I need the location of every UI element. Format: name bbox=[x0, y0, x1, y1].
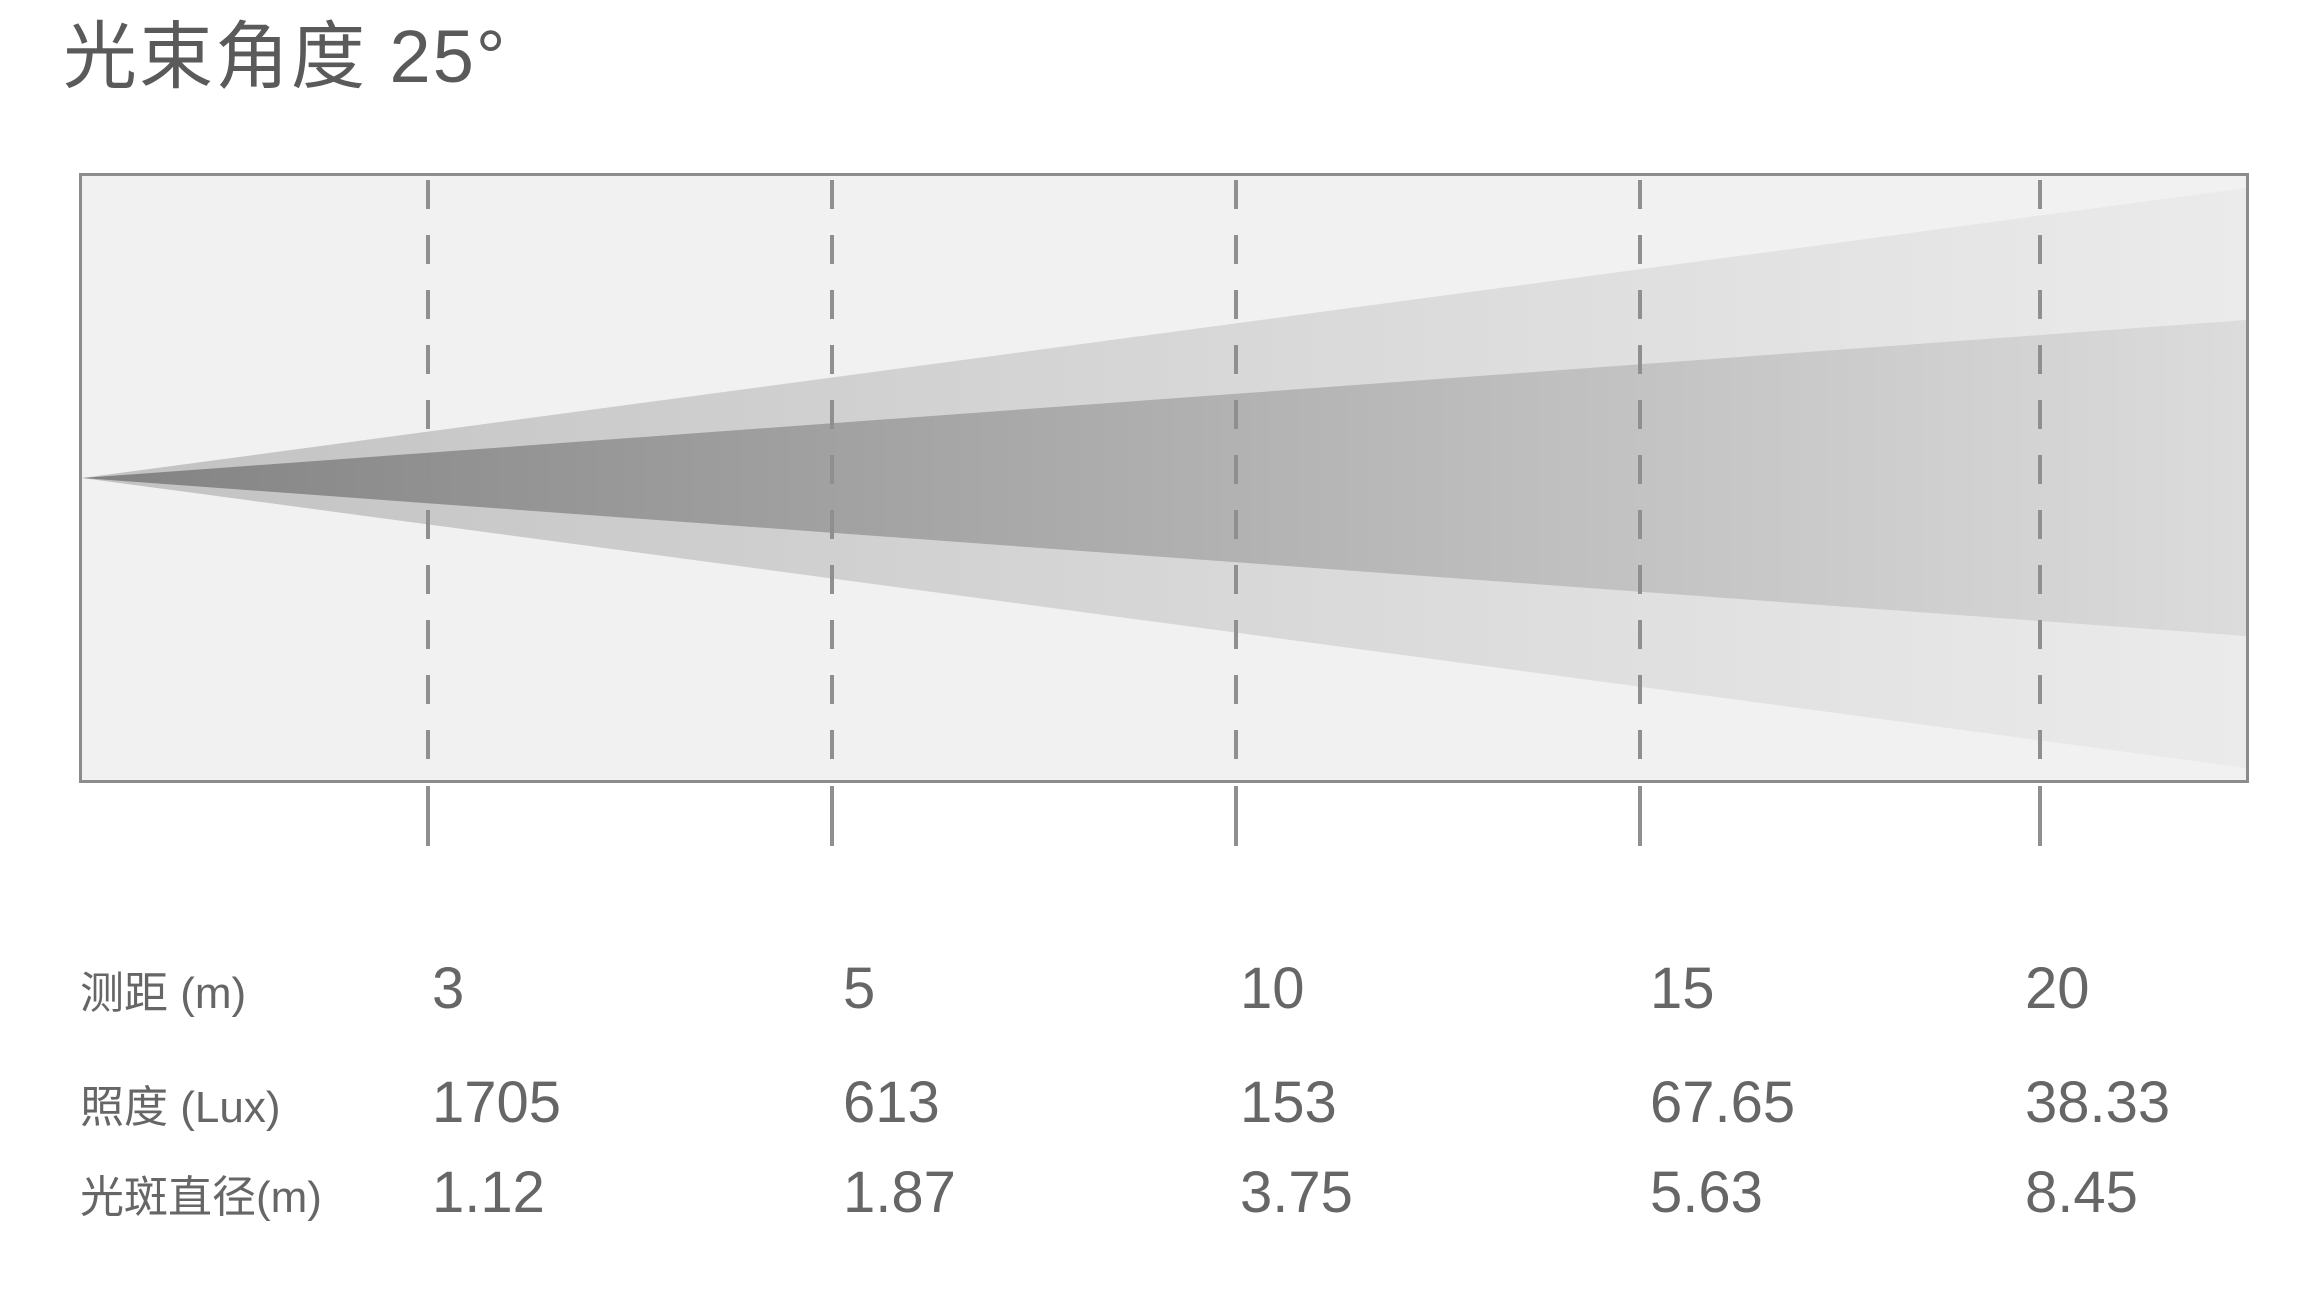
illuminance-value-5: 38.33 bbox=[2025, 1070, 2171, 1135]
table-row-spot-diameter: 1.12 1.87 3.75 5.63 8.45 bbox=[0, 1164, 2306, 1236]
row-label-distance: 测距 (m) bbox=[80, 969, 247, 1018]
distance-value-5: 20 bbox=[2025, 956, 2090, 1021]
distance-marker-line-15m bbox=[1638, 180, 1642, 780]
illuminance-value-4: 67.65 bbox=[1650, 1070, 1796, 1135]
table-row-illuminance: 1705 613 153 67.65 38.33 bbox=[0, 1074, 2306, 1146]
distance-marker-stub-20m bbox=[2038, 786, 2042, 846]
illuminance-value-3: 153 bbox=[1240, 1070, 1337, 1135]
distance-marker-stub-15m bbox=[1638, 786, 1642, 846]
distance-value-3: 10 bbox=[1240, 956, 1305, 1021]
distance-marker-line-5m bbox=[830, 180, 834, 780]
spot-diameter-value-2: 1.87 bbox=[843, 1160, 956, 1225]
distance-value-2: 5 bbox=[843, 956, 876, 1021]
spot-diameter-value-4: 5.63 bbox=[1650, 1160, 1763, 1225]
table-row-distance: 3 5 10 15 20 bbox=[0, 960, 2306, 1032]
illuminance-value-1: 1705 bbox=[432, 1070, 562, 1135]
distance-marker-line-20m bbox=[2038, 180, 2042, 780]
spot-diameter-value-1: 1.12 bbox=[432, 1160, 545, 1225]
distance-marker-line-3m bbox=[426, 180, 430, 780]
distance-marker-stub-3m bbox=[426, 786, 430, 846]
spot-diameter-value-5: 8.45 bbox=[2025, 1160, 2138, 1225]
distance-marker-stub-10m bbox=[1234, 786, 1238, 846]
distance-value-1: 3 bbox=[432, 956, 465, 1021]
distance-value-4: 15 bbox=[1650, 956, 1715, 1021]
distance-marker-line-10m bbox=[1234, 180, 1238, 780]
row-label-spot-diameter: 光斑直径(m) bbox=[80, 1173, 322, 1222]
illuminance-value-2: 613 bbox=[843, 1070, 940, 1135]
row-label-illuminance: 照度 (Lux) bbox=[80, 1083, 281, 1132]
beam-cone-layer bbox=[82, 176, 2246, 780]
spot-diameter-value-3: 3.75 bbox=[1240, 1160, 1353, 1225]
beam-panel bbox=[79, 173, 2249, 783]
distance-marker-stub-5m bbox=[830, 786, 834, 846]
page-title: 光束角度 25° bbox=[63, 15, 508, 98]
